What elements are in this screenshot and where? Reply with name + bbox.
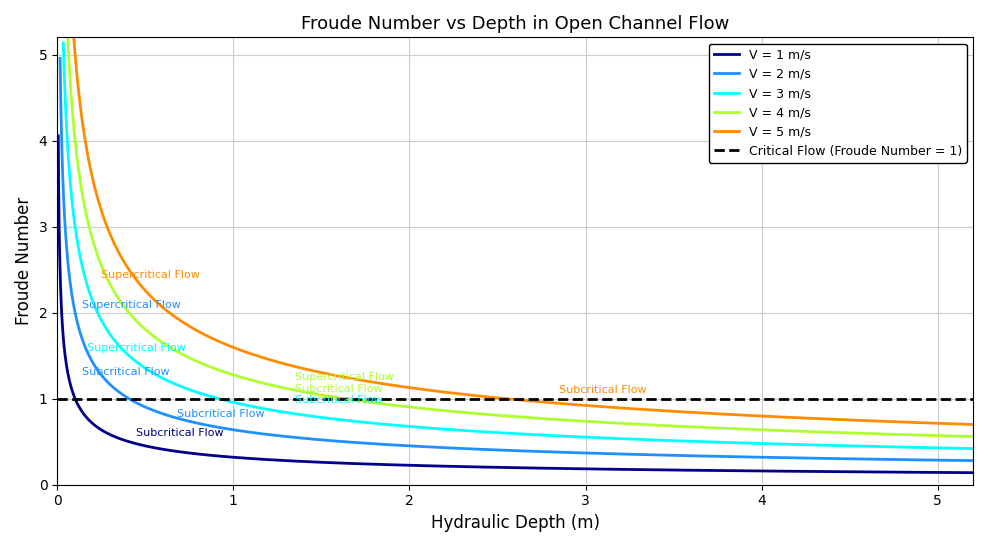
Text: Supercritical Flow: Supercritical Flow [82, 300, 181, 310]
Title: Froude Number vs Depth in Open Channel Flow: Froude Number vs Depth in Open Channel F… [301, 15, 729, 33]
Text: Subcritical Flow: Subcritical Flow [559, 385, 647, 395]
Text: Supercritical Flow: Supercritical Flow [101, 270, 200, 280]
Text: Subcritical Flow: Subcritical Flow [295, 384, 382, 394]
V = 3 m/s [501, 430, 513, 437]
V = 1 m/s [171, 448, 183, 455]
Line: V = 4 m/s: V = 4 m/s [68, 39, 973, 437]
Text: Supercritical Flow: Supercritical Flow [295, 372, 394, 382]
V = 1 m/s [404, 462, 416, 469]
V = 4 m/s [580, 418, 592, 424]
V = 1 m/s [750, 468, 762, 474]
V = 5 m/s [791, 415, 803, 421]
V = 5 m/s [235, 347, 247, 353]
V = 3 m/s [624, 436, 636, 443]
Critical Flow (Froude Number = 1) [51, 395, 63, 402]
V = 2 m/s [54, 55, 66, 62]
Y-axis label: Froude Number: Froude Number [15, 197, 33, 325]
V = 1 m/s [967, 469, 979, 476]
Line: V = 5 m/s: V = 5 m/s [74, 38, 973, 424]
V = 3 m/s [952, 445, 964, 452]
Critical Flow (Froude Number = 1) [227, 395, 239, 402]
V = 4 m/s [62, 36, 74, 43]
V = 3 m/s [57, 40, 69, 46]
V = 1 m/s [211, 452, 223, 459]
V = 5 m/s [967, 421, 979, 428]
Line: V = 1 m/s: V = 1 m/s [58, 136, 973, 473]
V = 1 m/s [241, 455, 253, 462]
Text: Subcritical Flow: Subcritical Flow [177, 409, 265, 419]
V = 2 m/s [505, 447, 517, 454]
V = 2 m/s [967, 457, 979, 464]
V = 5 m/s [203, 334, 214, 340]
V = 3 m/s [197, 391, 208, 397]
Line: V = 2 m/s: V = 2 m/s [60, 59, 973, 461]
V = 1 m/s [52, 132, 64, 139]
V = 2 m/s [331, 438, 343, 444]
V = 3 m/s [683, 438, 695, 445]
Legend: V = 1 m/s, V = 2 m/s, V = 3 m/s, V = 4 m/s, V = 5 m/s, Critical Flow (Froude Num: V = 1 m/s, V = 2 m/s, V = 3 m/s, V = 4 m… [708, 44, 966, 163]
V = 4 m/s [875, 430, 887, 437]
V = 3 m/s [967, 445, 979, 452]
V = 5 m/s [669, 408, 681, 415]
Text: Subcritical Flow: Subcritical Flow [295, 394, 382, 405]
X-axis label: Hydraulic Depth (m): Hydraulic Depth (m) [431, 514, 600, 532]
Text: Subcritical Flow: Subcritical Flow [136, 428, 224, 438]
V = 4 m/s [494, 412, 506, 418]
Line: V = 3 m/s: V = 3 m/s [63, 43, 973, 449]
V = 5 m/s [255, 354, 267, 360]
V = 2 m/s [717, 453, 729, 459]
Text: Subcritical Flow: Subcritical Flow [82, 368, 169, 377]
V = 2 m/s [476, 446, 488, 452]
V = 4 m/s [284, 386, 295, 392]
V = 3 m/s [867, 443, 879, 450]
V = 4 m/s [606, 420, 618, 426]
V = 1 m/s [607, 466, 618, 473]
V = 4 m/s [967, 433, 979, 440]
V = 2 m/s [657, 452, 669, 458]
V = 5 m/s [68, 35, 80, 42]
Text: Supercritical Flow: Supercritical Flow [87, 344, 186, 353]
V = 4 m/s [476, 411, 488, 417]
V = 5 m/s [636, 406, 648, 412]
V = 2 m/s [453, 445, 465, 452]
